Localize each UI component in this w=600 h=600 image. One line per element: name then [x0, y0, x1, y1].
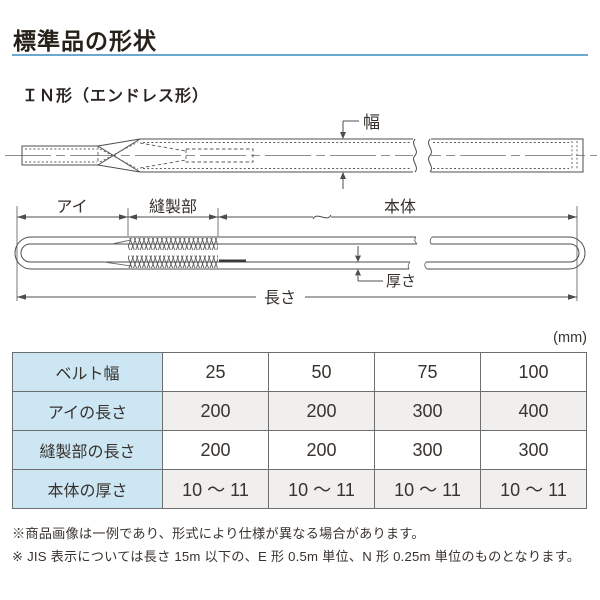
side-belt-loop — [14, 236, 586, 270]
sling-diagram: 幅 アイ 縫製部 本体 — [5, 113, 597, 307]
value-cell: 300 — [374, 430, 481, 470]
spec-table: ベルト幅 25 50 75 100 アイの長さ 200 200 300 400 … — [12, 352, 587, 509]
page-title: 標準品の形状 — [13, 28, 157, 54]
row-header-cell: ベルト幅 — [12, 352, 163, 392]
footnote-product-image: ※商品画像は一例であり、形式により仕様が異なる場合があります。 — [12, 526, 425, 541]
break-line-right — [428, 138, 432, 173]
plan-view-diagram: 幅 — [5, 113, 597, 189]
value-cell: 50 — [268, 352, 375, 392]
table-row-eye-length: アイの長さ 200 200 300 400 — [12, 391, 587, 431]
sewn-section-label: 縫製部 — [149, 198, 197, 216]
value-cell: 10 ～ 11 — [374, 469, 481, 509]
value-cell: 200 — [162, 391, 269, 431]
value-cell: 25 — [162, 352, 269, 392]
footnote-jis: ※ JIS 表示については長さ 15m 以下の、E 形 0.5m 単位、N 形 … — [12, 549, 581, 564]
value-cell: 200 — [162, 430, 269, 470]
value-cell: 10 ～ 11 — [162, 469, 269, 509]
left-end-cap — [14, 236, 32, 270]
table-row-belt-width: ベルト幅 25 50 75 100 — [12, 352, 587, 392]
plan-belt-body — [139, 138, 584, 173]
thickness-arrow-up — [355, 269, 361, 276]
tail-end-mark — [219, 259, 246, 263]
footnotes: ※商品画像は一例であり、形式により仕様が異なる場合があります。 ※ JIS 表示… — [12, 522, 580, 568]
side-view-diagram: アイ 縫製部 本体 — [14, 198, 586, 307]
stitch-band-top — [128, 238, 218, 250]
unit-label: (mm) — [553, 330, 587, 346]
belt-break-gap — [413, 138, 431, 173]
length-dimension: 長さ — [17, 289, 577, 307]
row-header-cell: 本体の厚さ — [12, 469, 163, 509]
value-cell: 200 — [268, 430, 375, 470]
row-header-cell: アイの長さ — [12, 391, 163, 431]
plan-crossover — [97, 138, 141, 173]
section-subtitle: ＩＮ形（エンドレス形） — [22, 88, 210, 105]
thickness-arrow-down — [355, 255, 361, 262]
value-cell: 300 — [480, 430, 587, 470]
plan-eye-section — [21, 145, 99, 166]
value-cell: 10 ～ 11 — [480, 469, 587, 509]
width-label: 幅 — [363, 113, 380, 132]
width-arrow-up — [340, 172, 346, 179]
width-arrow-down — [340, 132, 346, 139]
value-cell: 10 ～ 11 — [268, 469, 375, 509]
dimension-break-symbol — [312, 214, 332, 220]
break-line-left — [413, 138, 417, 173]
value-cell: 75 — [374, 352, 481, 392]
right-end-cap — [568, 236, 586, 270]
thickness-label: 厚さ — [386, 273, 416, 290]
value-cell: 100 — [480, 352, 587, 392]
eye-label: アイ — [56, 199, 87, 216]
body-label: 本体 — [384, 198, 416, 216]
label-patch — [185, 148, 254, 163]
width-dimension: 幅 — [340, 113, 380, 189]
value-cell: 300 — [374, 391, 481, 431]
table-row-body-thickness: 本体の厚さ 10 ～ 11 10 ～ 11 10 ～ 11 10 ～ 11 — [12, 469, 587, 509]
value-cell: 200 — [268, 391, 375, 431]
table-row-sewn-length: 縫製部の長さ 200 200 300 300 — [12, 430, 587, 470]
segment-dimension-line: アイ 縫製部 本体 — [17, 198, 577, 220]
row-header-cell: 縫製部の長さ — [12, 430, 163, 470]
stitch-band-bottom — [128, 255, 218, 268]
thickness-dimension: 厚さ — [355, 246, 416, 290]
title-underline — [12, 54, 588, 56]
length-label: 長さ — [264, 289, 296, 307]
value-cell: 400 — [480, 391, 587, 431]
